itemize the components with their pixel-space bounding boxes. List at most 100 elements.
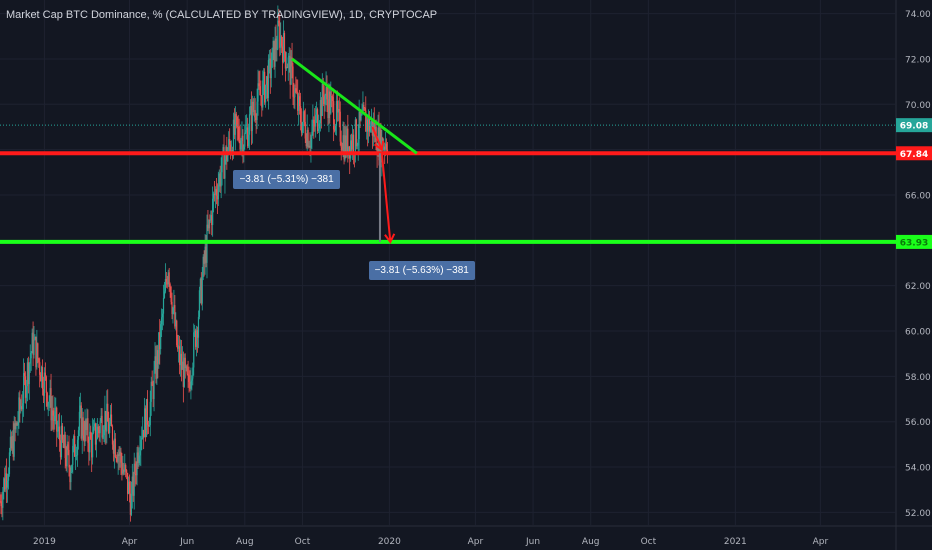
candle-body: [203, 256, 205, 264]
candle-body: [40, 367, 43, 382]
candle-body: [370, 120, 373, 126]
candle-body: [150, 381, 152, 402]
candle-body: [149, 401, 151, 426]
candle-body: [255, 117, 257, 121]
candle-body: [59, 440, 62, 458]
measure-annotation-1[interactable]: −3.81 (−5.31%) −381: [233, 170, 340, 190]
candle-body: [258, 83, 260, 87]
candle-body: [247, 127, 249, 147]
candle-body: [234, 113, 236, 135]
candle-body: [385, 143, 388, 150]
candle-body: [365, 110, 367, 132]
time-axis[interactable]: 2019 Apr Jun Aug Oct 2020 Apr Jun Aug Oct 2021 Apr: [33, 537, 828, 547]
candle-body: [238, 127, 240, 140]
candle-body: [221, 152, 223, 173]
candle-body: [126, 470, 128, 473]
candle-body: [384, 146, 386, 150]
candle-body: [331, 96, 333, 98]
candle-body: [251, 101, 253, 132]
price-axis[interactable]: 52.0054.0056.0058.0060.0062.0064.0066.00…: [896, 10, 932, 519]
arrow-head: [373, 140, 385, 152]
candle-body: [117, 454, 119, 462]
candle-body: [47, 402, 49, 407]
candle-body: [40, 374, 42, 382]
candle-body: [346, 128, 348, 154]
candle-body: [223, 147, 225, 179]
candle-body: [89, 431, 91, 453]
candle-body: [244, 132, 246, 147]
candle-body: [361, 114, 363, 115]
candle-body: [253, 110, 255, 112]
candle-body: [121, 462, 123, 474]
candle-body: [5, 473, 7, 490]
candle-body: [175, 320, 177, 327]
candle-body: [188, 375, 190, 382]
candle-body: [88, 442, 90, 453]
candle-body: [291, 57, 293, 67]
candle-body: [17, 421, 19, 426]
candle-body: [11, 435, 13, 449]
price-label: 63.93: [900, 238, 928, 248]
candle-body: [363, 104, 365, 109]
candle-body: [220, 172, 222, 187]
y-tick-label: 56.00: [905, 418, 931, 428]
candle-body: [138, 455, 140, 463]
candle-body: [172, 307, 174, 314]
candle-body: [190, 380, 192, 389]
candle-body: [311, 131, 313, 138]
candle-body: [9, 436, 11, 453]
candle-body: [232, 119, 235, 157]
candle-body: [227, 151, 229, 162]
measure-annotation-2[interactable]: −3.81 (−5.63%) −381: [368, 260, 475, 280]
candle-body: [209, 219, 211, 221]
candle-body: [289, 55, 291, 85]
candle-body: [354, 119, 356, 154]
candle-body: [343, 135, 345, 160]
candle-body: [316, 109, 319, 132]
candle-body: [307, 129, 309, 147]
candle-body: [1, 506, 3, 508]
candle-body: [91, 438, 93, 458]
candle-body: [318, 123, 321, 129]
candle-body: [32, 332, 34, 355]
candle-body: [110, 414, 113, 427]
candle-body: [14, 423, 16, 430]
candle-body: [323, 96, 325, 105]
candle-body: [196, 330, 199, 338]
candle-body: [123, 469, 125, 472]
candle-body: [146, 399, 149, 425]
candle-body: [324, 95, 326, 105]
candle-body: [31, 332, 33, 354]
candle-body: [270, 67, 272, 79]
candle-body: [179, 353, 182, 366]
candle-body: [257, 83, 259, 102]
candle-body: [126, 472, 129, 494]
candle-body: [295, 88, 297, 92]
candle-body: [262, 80, 264, 108]
candle-body: [76, 439, 79, 456]
candle-body: [286, 66, 288, 69]
candle-body: [254, 110, 256, 118]
y-tick-label: 60.00: [905, 328, 931, 338]
candle-body: [57, 431, 59, 432]
candle-body: [186, 366, 188, 374]
candle-body: [315, 114, 317, 127]
candle-body: [49, 388, 51, 402]
candle-body: [34, 336, 36, 340]
candle-body: [48, 401, 50, 403]
y-tick-label: 52.00: [905, 509, 931, 519]
candle-body: [124, 464, 126, 472]
candle-body: [305, 138, 307, 147]
candle-body: [320, 99, 322, 117]
candle-body: [333, 129, 336, 131]
candle-body: [102, 435, 104, 438]
candle-body: [53, 415, 55, 421]
candle-body: [134, 463, 136, 474]
candle-body: [336, 100, 339, 113]
candle-body: [156, 350, 158, 379]
candle-body: [182, 361, 184, 387]
candle-body: [279, 22, 281, 48]
candle-body: [350, 140, 353, 150]
